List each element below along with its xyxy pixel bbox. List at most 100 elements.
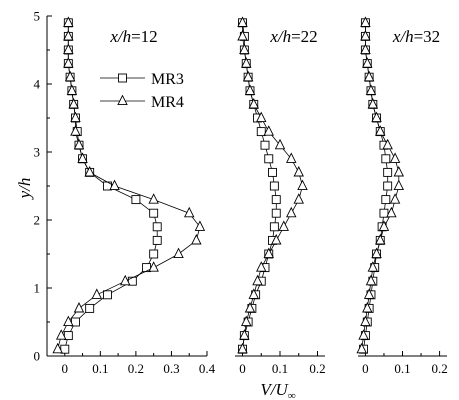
data-point-triangle	[256, 111, 267, 123]
series-mr4-panel-1	[52, 16, 206, 354]
data-point-triangle	[375, 233, 386, 245]
data-point-triangle	[244, 301, 256, 313]
y-axis-label: y/h	[15, 178, 34, 201]
data-point-triangle	[286, 152, 297, 163]
data-point-triangle	[297, 179, 308, 191]
data-point-square	[152, 235, 162, 245]
data-point-triangle	[263, 125, 274, 136]
data-point-triangle	[365, 274, 377, 286]
data-point-triangle	[378, 220, 390, 231]
axes-layer: 0 1 2 3 4 5 y/h 0 0.1 0.2 0.3 0.4 x/h=12 0 0.1 0.2 x/h=2…	[15, 9, 448, 400]
data-point-triangle	[371, 111, 382, 123]
data-point-triangle	[84, 165, 95, 177]
x-tick-label: 0.2	[431, 361, 447, 376]
data-point-square	[383, 167, 393, 177]
data-point-triangle	[389, 193, 401, 204]
data-point-triangle	[237, 16, 248, 27]
data-point-triangle	[242, 70, 254, 82]
data-point-triangle	[360, 16, 371, 27]
x-tick-label: 0.2	[128, 361, 144, 376]
data-point-triangle	[248, 288, 259, 299]
legend-label: MR3	[151, 71, 184, 88]
data-point-triangle	[239, 329, 250, 340]
panel-title: x/h=12	[109, 27, 157, 46]
data-point-triangle	[52, 342, 63, 354]
data-point-square	[381, 154, 391, 164]
data-point-square	[149, 249, 159, 259]
data-point-triangle	[293, 193, 304, 204]
data-point-triangle	[77, 152, 88, 163]
data-point-triangle	[119, 274, 131, 286]
data-point-triangle	[241, 315, 252, 327]
data-point-square	[152, 222, 162, 232]
data-point-square	[379, 208, 389, 218]
legend-entry-mr3: MR3	[100, 71, 184, 88]
data-point-triangle	[91, 288, 103, 299]
data-point-triangle	[148, 193, 159, 204]
data-point-triangle	[278, 220, 289, 231]
data-point-triangle	[194, 220, 206, 231]
data-point-square	[256, 127, 266, 137]
y-tick-label: 2	[34, 213, 41, 228]
panel-3: 0 0.1 0.2 x/h=32	[358, 27, 448, 376]
data-point-triangle	[173, 247, 184, 259]
data-point-triangle	[63, 57, 74, 68]
data-point-triangle	[70, 125, 81, 136]
x-tick-label: 0.2	[309, 361, 325, 376]
data-point-square	[268, 167, 277, 177]
series-mr4-panel-3	[356, 16, 405, 354]
data-point-square	[269, 222, 279, 232]
data-point-triangle	[365, 84, 377, 95]
panel-2: 0 0.1 0.2 x/h=22	[235, 27, 326, 376]
data-point-triangle	[358, 329, 369, 340]
x-tick-label: 0.4	[199, 361, 216, 376]
data-point-triangle	[237, 342, 248, 354]
series-mr4-panel-2	[237, 16, 308, 354]
legend-entry-mr4: MR4	[100, 94, 184, 111]
data-point-square	[264, 154, 274, 164]
data-point-triangle	[360, 43, 371, 55]
data-point-square	[383, 181, 393, 191]
data-point-triangle	[286, 206, 297, 218]
data-point-triangle	[367, 261, 379, 272]
data-point-triangle	[375, 125, 386, 136]
series-layer	[52, 16, 405, 354]
data-point-square	[269, 181, 279, 191]
data-point-triangle	[360, 315, 371, 327]
data-point-triangle	[109, 179, 120, 191]
panel-title: x/h=22	[269, 27, 317, 46]
data-point-triangle	[367, 97, 379, 109]
data-point-triangle	[70, 111, 81, 123]
series-mr3-panel-1	[60, 18, 162, 354]
x-tick-label: 0.1	[394, 361, 410, 376]
data-point-triangle	[63, 29, 74, 41]
data-point-triangle	[183, 206, 195, 218]
data-point-triangle	[271, 233, 282, 245]
panel-title: x/h=32	[392, 27, 440, 46]
data-point-triangle	[382, 138, 393, 150]
y-tick-label: 1	[34, 281, 41, 296]
x-tick-label: 0	[239, 361, 246, 376]
series-mr3-panel-2	[238, 18, 281, 354]
data-point-triangle	[386, 206, 397, 218]
y-tick-label: 5	[34, 9, 41, 24]
data-point-triangle	[256, 261, 267, 272]
x-axis-label: V/U∞	[260, 380, 295, 400]
data-point-triangle	[293, 165, 304, 177]
data-point-triangle	[237, 29, 248, 41]
x-tick-label: 0.1	[92, 361, 108, 376]
data-point-triangle	[389, 152, 401, 163]
data-point-triangle	[360, 29, 371, 41]
data-point-square	[381, 195, 391, 205]
data-point-triangle	[73, 138, 85, 150]
data-point-triangle	[362, 57, 373, 68]
y-tick-label: 4	[34, 77, 41, 92]
legend-label: MR4	[151, 94, 184, 111]
data-point-square	[149, 208, 159, 218]
data-point-triangle	[263, 247, 274, 259]
data-point-triangle	[191, 233, 202, 245]
data-point-triangle	[252, 274, 263, 286]
series-mr3-panel-3	[359, 18, 393, 354]
y-tick-label: 3	[34, 145, 41, 160]
